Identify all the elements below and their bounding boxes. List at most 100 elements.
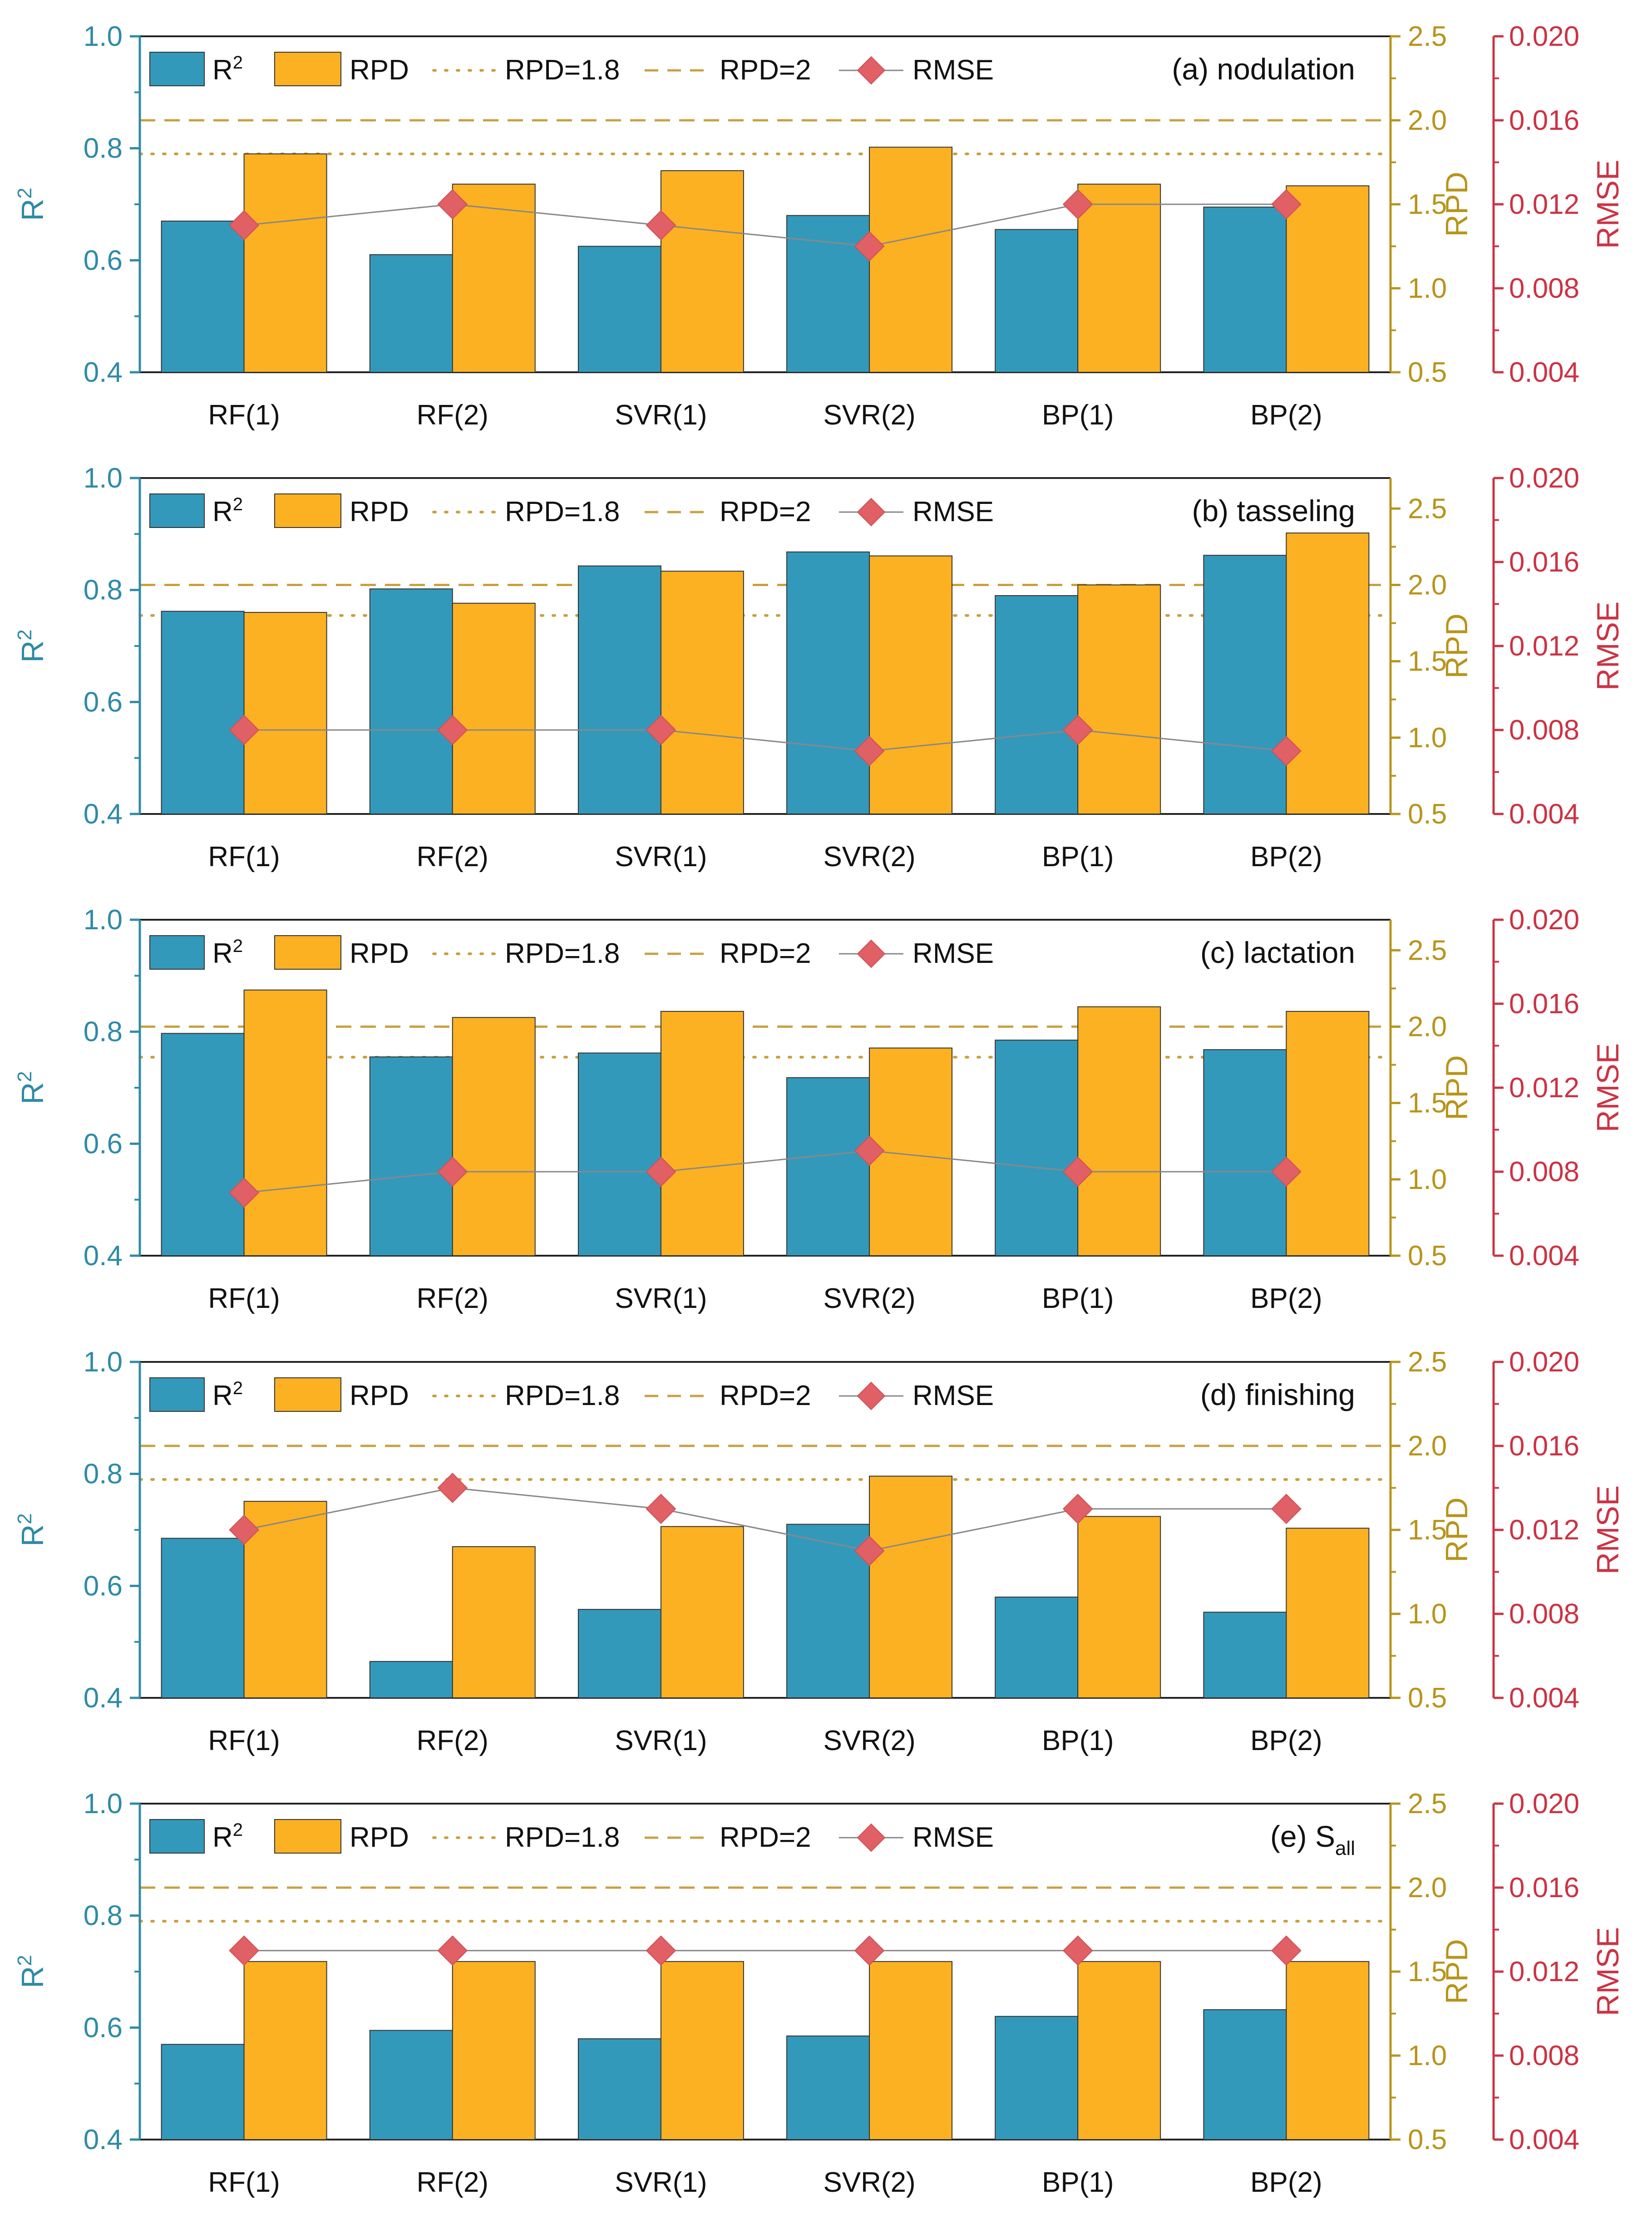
x-tick-label: RF(2): [417, 399, 488, 431]
right-tick-label: 2.0: [1408, 105, 1447, 136]
legend-rpd-swatch: [274, 52, 341, 86]
x-tick-label: SVR(2): [823, 1283, 915, 1314]
r2-bar: [995, 1040, 1079, 1257]
chart-panel-2: RF(1) RF(2) SVR(1) SVR(2) BP(1) BP(2) 0.4 0.6 0.…: [14, 463, 1625, 873]
rpd-bar: [660, 170, 744, 373]
rmse-series-line: [244, 1150, 1287, 1193]
right-tick-label: 1.5: [1408, 1514, 1447, 1546]
r2-bar: [369, 1661, 453, 1698]
left-tick-label: 0.4: [84, 1240, 123, 1272]
r2-bar: [995, 229, 1079, 373]
right-axis-title: RPD: [1440, 1497, 1474, 1563]
rmse-point: [1271, 189, 1302, 220]
right-tick-label: 0.5: [1408, 357, 1447, 388]
legend-rmse-label: RMSE: [912, 1822, 994, 1853]
rpd-bar: [660, 571, 744, 814]
panel-title: (c) lactation: [1200, 936, 1355, 969]
r2-bar: [577, 565, 661, 814]
right-tick-label: 2.5: [1408, 493, 1447, 524]
rmse-tick-label: 0.004: [1509, 1682, 1579, 1714]
rpd-bar: [452, 602, 536, 815]
rpd-bar: [660, 1961, 744, 2140]
left-axis-title: R2: [14, 1513, 50, 1547]
panel-title-main: (d) finishing: [1200, 1378, 1355, 1411]
panel-title: (e) Sall: [1270, 1820, 1355, 1859]
rpd-bar: [1077, 1516, 1161, 1698]
legend: R2 RPD RPD=1.8 RPD=2 RMSE: [149, 1377, 994, 1412]
rmse-tick-label: 0.008: [1509, 1598, 1579, 1630]
x-tick-label: BP(1): [1042, 841, 1114, 873]
chart-panel-1: RF(1) RF(2) SVR(1) SVR(2) BP(1) BP(2) 0.4 0.6 0.…: [14, 21, 1625, 431]
rmse-tick-label: 0.012: [1509, 1514, 1579, 1546]
panel-title-main: (a) nodulation: [1172, 52, 1355, 86]
legend-rmse-label: RMSE: [912, 938, 994, 969]
left-axis-title-sup: 2: [14, 1955, 36, 1966]
rmse-axis-title: RMSE: [1591, 160, 1625, 249]
r2-bar: [577, 2038, 661, 2140]
rmse-tick-label: 0.004: [1509, 799, 1579, 830]
legend-rpd2-label: RPD=2: [720, 1380, 811, 1411]
x-tick-label: BP(2): [1250, 2167, 1322, 2198]
legend-r2-main: R: [212, 938, 233, 969]
r2-bar: [161, 611, 245, 814]
rpd-bar: [243, 1501, 327, 1699]
right-axis-title: RPD: [1440, 613, 1474, 679]
chart-panel-4: RF(1) RF(2) SVR(1) SVR(2) BP(1) BP(2) 0.4 0.6 0.…: [14, 1346, 1625, 1756]
legend-rpd-label: RPD: [350, 1380, 409, 1411]
left-axis-title: R2: [14, 629, 50, 663]
right-tick-label: 2.0: [1408, 569, 1447, 601]
legend-r2-label: R2: [212, 1378, 243, 1411]
rmse-tick-label: 0.012: [1509, 631, 1579, 662]
left-tick-label: 0.6: [84, 2012, 123, 2043]
rpd-bar: [243, 153, 327, 373]
legend-rpd-swatch: [274, 493, 341, 528]
rmse-point: [1271, 1156, 1302, 1187]
right-axis-title: RPD: [1440, 172, 1474, 237]
r2-bar: [369, 254, 453, 373]
rmse-point: [437, 1156, 468, 1187]
left-tick-label: 0.6: [84, 1570, 123, 1602]
rmse-tick-label: 0.008: [1509, 2040, 1579, 2071]
legend-rpd18-label: RPD=1.8: [505, 1380, 620, 1411]
x-tick-label: SVR(2): [823, 1725, 915, 1756]
r2-bar: [995, 595, 1079, 814]
rmse-axis-title: RMSE: [1591, 1043, 1625, 1132]
x-tick-label: SVR(1): [615, 399, 707, 431]
rpd-bar: [1077, 1961, 1161, 2140]
left-tick-label: 0.6: [84, 1128, 123, 1159]
rmse-series-line: [244, 729, 1287, 752]
rmse-tick-label: 0.008: [1509, 273, 1579, 304]
x-tick-label: SVR(1): [615, 1725, 707, 1756]
left-axis-title-sup: 2: [14, 187, 36, 198]
legend-r2-swatch: [149, 935, 205, 970]
rmse-point: [1271, 1494, 1302, 1524]
panel-title-subscript: all: [1335, 1837, 1355, 1859]
right-tick-label: 2.5: [1408, 1788, 1447, 1820]
panel-title: (a) nodulation: [1172, 52, 1355, 86]
legend-rpd18-label: RPD=1.8: [505, 938, 620, 969]
legend-rpd-label: RPD: [350, 54, 409, 86]
x-tick-label: RF(2): [417, 1725, 488, 1756]
r2-bar: [1203, 2009, 1287, 2140]
rmse-tick-label: 0.012: [1509, 1072, 1579, 1104]
rpd-bar: [452, 1961, 536, 2140]
x-tick-label: SVR(2): [823, 2167, 915, 2198]
rmse-point: [437, 189, 468, 220]
rmse-point: [229, 210, 259, 241]
rpd-bar: [1077, 1006, 1161, 1256]
legend-r2-label: R2: [212, 936, 243, 969]
rmse-tick-label: 0.008: [1509, 1156, 1579, 1188]
left-tick-label: 0.8: [84, 133, 123, 164]
rmse-axis-title: RMSE: [1591, 1927, 1625, 2016]
legend-rmse-label: RMSE: [912, 496, 994, 528]
rmse-point: [854, 1135, 885, 1166]
rmse-point: [229, 1935, 259, 1966]
panel-title-main: (c) lactation: [1200, 936, 1355, 969]
legend-rpd-swatch: [274, 935, 341, 970]
legend-rpd18-label: RPD=1.8: [505, 496, 620, 528]
legend-rpd-label: RPD: [350, 496, 409, 528]
x-tick-label: BP(2): [1250, 1725, 1322, 1756]
r2-bar: [161, 1033, 245, 1257]
left-tick-label: 0.8: [84, 1016, 123, 1048]
